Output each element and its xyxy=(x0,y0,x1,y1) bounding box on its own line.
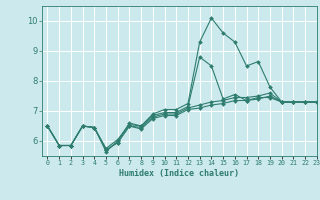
X-axis label: Humidex (Indice chaleur): Humidex (Indice chaleur) xyxy=(119,169,239,178)
